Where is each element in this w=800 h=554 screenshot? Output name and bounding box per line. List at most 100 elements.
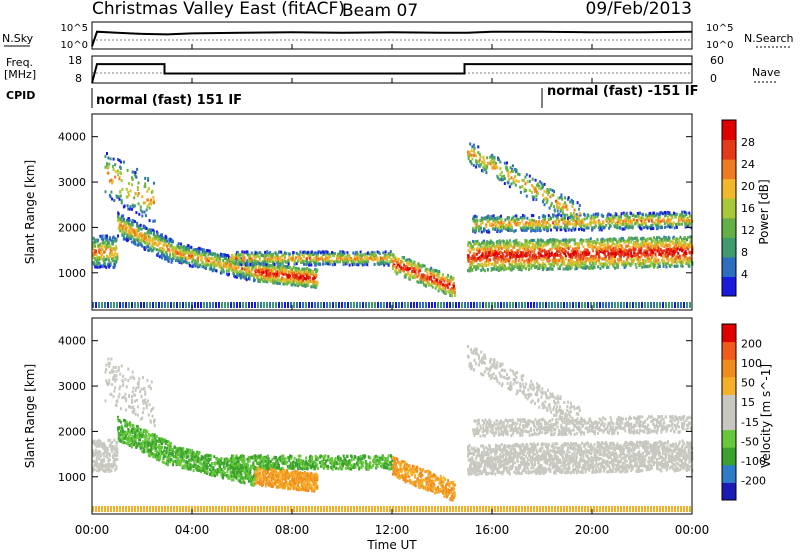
power-data-cell	[290, 272, 293, 276]
power-data-cell	[570, 265, 573, 269]
power-data-cell	[647, 219, 650, 223]
power-data-cell	[484, 246, 487, 250]
power-data-cell	[467, 249, 470, 253]
power-data-cell	[594, 256, 597, 260]
power-data-cell	[516, 219, 519, 223]
power-data-cell	[244, 273, 247, 277]
power-data-cell	[253, 278, 256, 282]
power-data-cell	[581, 265, 583, 269]
power-data-cell	[590, 214, 593, 218]
power-data-cell	[511, 261, 514, 265]
power-data-cell	[432, 272, 435, 276]
power-data-cell	[496, 260, 499, 264]
power-data-cell	[543, 225, 546, 229]
power-data-cell	[206, 256, 209, 260]
power-data-cell	[213, 268, 216, 272]
power-data-cell	[164, 242, 167, 246]
power-data-cell	[210, 263, 213, 267]
power-data-cell	[688, 211, 691, 215]
power-data-cell	[536, 256, 539, 260]
power-data-cell	[106, 241, 109, 245]
power-data-cell	[407, 268, 410, 272]
power-data-cell	[564, 254, 567, 258]
power-data-cell	[511, 268, 514, 272]
power-data-cell	[491, 216, 494, 220]
power-data-cell	[619, 226, 622, 230]
power-data-cell	[319, 251, 322, 255]
power-data-cell	[631, 237, 634, 240]
power-data-cell	[508, 239, 511, 243]
power-data-cell	[547, 250, 550, 254]
power-data-cell	[648, 242, 651, 246]
power-data-cell	[508, 244, 511, 248]
power-data-cell	[671, 214, 674, 218]
power-data-cell	[576, 263, 579, 267]
power-data-cell	[490, 268, 493, 272]
power-data-cell	[283, 270, 286, 274]
power-data-cell	[292, 280, 295, 284]
power-data-cell	[633, 236, 636, 240]
power-data-cell	[333, 252, 336, 255]
power-data-cell	[609, 224, 612, 228]
power-data-cell	[112, 240, 115, 243]
power-data-cell	[633, 218, 636, 222]
power-data-cell	[636, 236, 639, 240]
power-data-cell	[617, 246, 620, 250]
power-data-cell	[680, 241, 683, 245]
power-data-cell	[305, 280, 308, 284]
power-data-cell	[486, 247, 489, 251]
power-data-cell	[632, 213, 635, 217]
power-data-cell	[614, 225, 616, 229]
power-data-cell	[637, 222, 640, 226]
power-data-cell	[628, 240, 630, 244]
power-data-cell	[479, 258, 482, 262]
power-data-cell	[619, 218, 622, 222]
power-data-cell	[491, 244, 494, 248]
power-data-cell	[669, 220, 672, 224]
power-data-cell	[243, 274, 246, 278]
power-data-cell	[178, 247, 181, 251]
power-data-cell	[472, 217, 474, 221]
power-data-cell	[175, 258, 178, 262]
power-data-cell	[296, 267, 299, 271]
power-data-cell	[299, 273, 302, 276]
power-data-cell	[661, 244, 664, 248]
power-data-cell	[423, 264, 426, 268]
power-data-cell	[176, 256, 179, 260]
power-data-cell	[517, 223, 520, 227]
power-data-cell	[575, 267, 578, 270]
power-data-cell	[517, 217, 520, 221]
power-data-cell	[367, 251, 369, 255]
power-data-cell	[421, 263, 424, 267]
power-data-cell	[142, 239, 145, 243]
power-data-cell	[234, 275, 237, 279]
power-data-cell	[681, 217, 684, 221]
power-data-cell	[258, 266, 261, 270]
power-data-cell	[627, 255, 630, 259]
power-data-cell	[549, 263, 552, 266]
power-data-cell	[325, 261, 328, 265]
power-data-cell	[364, 260, 367, 264]
power-data-cell	[308, 254, 311, 258]
power-data-cell	[617, 263, 619, 267]
power-data-cell	[541, 222, 544, 226]
power-data-cell	[513, 229, 516, 233]
power-data-cell	[479, 219, 482, 222]
power-data-cell	[600, 240, 603, 244]
power-data-cell	[620, 239, 623, 243]
power-data-cell	[539, 251, 542, 255]
power-data-cell	[492, 227, 495, 231]
power-data-cell	[657, 225, 660, 229]
power-data-cell	[498, 251, 501, 255]
power-data-cell	[536, 265, 539, 269]
power-data-cell	[538, 220, 541, 224]
power-data-cell	[581, 255, 584, 259]
power-data-cell	[135, 228, 138, 232]
power-data-cell	[417, 262, 420, 266]
power-data-cell	[205, 266, 208, 270]
power-data-cell	[431, 285, 434, 289]
power-data-cell	[647, 215, 650, 219]
power-data-cell	[645, 259, 648, 263]
power-data-cell	[594, 262, 597, 266]
power-data-cell	[608, 212, 611, 216]
